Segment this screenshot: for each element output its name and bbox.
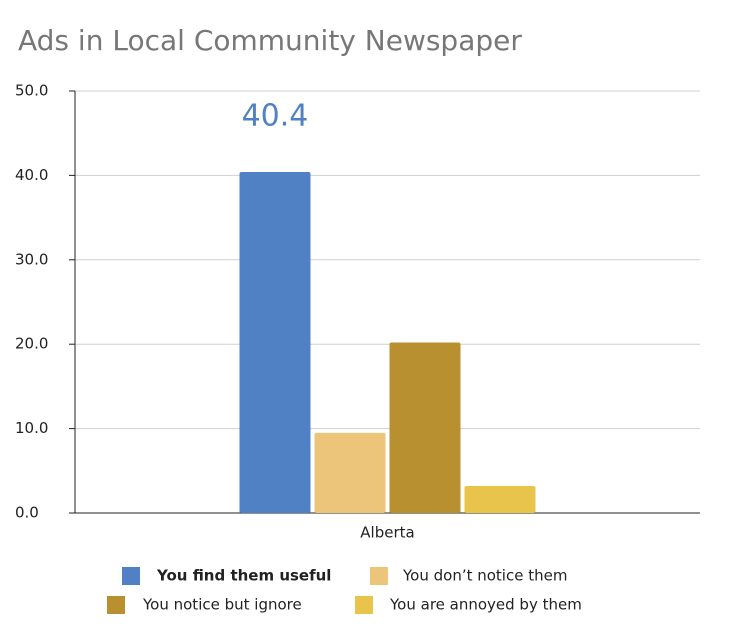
bar	[389, 342, 461, 513]
legend-swatch	[355, 596, 373, 614]
bar	[464, 485, 536, 513]
x-tick-label: Alberta	[360, 524, 414, 542]
data-label: 40.4	[242, 99, 309, 134]
legend-label: You find them useful	[156, 567, 331, 585]
y-tick-label: 40.0	[15, 166, 48, 184]
y-tick-label: 20.0	[15, 335, 48, 353]
bar	[239, 172, 311, 514]
bar	[314, 432, 386, 513]
chart-title: Ads in Local Community Newspaper	[18, 24, 522, 57]
y-tick-label: 10.0	[15, 419, 48, 437]
legend-swatch	[107, 596, 125, 614]
legend-swatch	[122, 567, 140, 585]
legend-label: You notice but ignore	[142, 596, 302, 614]
y-tick-label: 0.0	[15, 504, 39, 522]
legend-label: You are annoyed by them	[389, 596, 582, 614]
legend-swatch	[370, 567, 388, 585]
legend-label: You don’t notice them	[402, 567, 567, 585]
y-tick-label: 30.0	[15, 250, 48, 268]
y-tick-label: 50.0	[15, 82, 48, 100]
